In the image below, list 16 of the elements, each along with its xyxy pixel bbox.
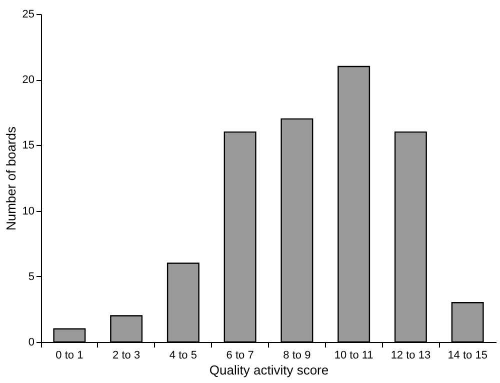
y-tick-label: 5 bbox=[28, 270, 34, 283]
y-axis-title: Number of boards bbox=[3, 126, 18, 231]
x-tick-label: 10 to 11 bbox=[334, 350, 374, 362]
x-tick-label: 8 to 9 bbox=[283, 350, 311, 362]
x-tick-label: 0 to 1 bbox=[56, 350, 84, 362]
x-tick-label: 14 to 15 bbox=[448, 350, 488, 362]
y-tick-label: 15 bbox=[22, 140, 34, 152]
y-tick-label: 25 bbox=[22, 8, 34, 20]
x-tick-label: 6 to 7 bbox=[226, 350, 254, 362]
x-tick-label: 4 to 5 bbox=[169, 350, 197, 362]
y-tick-label: 10 bbox=[22, 205, 34, 218]
x-tick-label: 2 to 3 bbox=[112, 350, 140, 362]
x-tick-label: 12 to 13 bbox=[390, 350, 431, 362]
y-tick-label: 20 bbox=[22, 74, 34, 86]
y-tick-label: 0 bbox=[28, 336, 34, 348]
x-axis-title: Quality activity score bbox=[209, 362, 329, 378]
